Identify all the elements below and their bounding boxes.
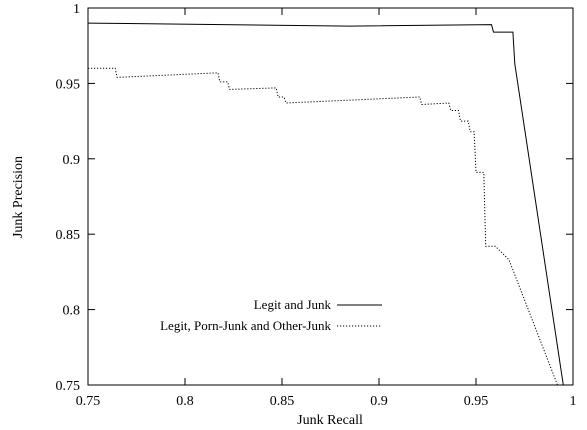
legend: Legit and Junk Legit, Porn-Junk and Othe… (160, 297, 382, 333)
y-tick-label: 0.85 (56, 228, 81, 243)
y-tick-label: 0.95 (56, 77, 81, 92)
x-tick-label: 1 (570, 394, 577, 409)
tick-labels: 0.75 0.8 0.85 0.9 0.95 1 0.75 0.8 0.85 0.9 0.95 1 (56, 2, 577, 409)
axis-ticks (87, 7, 574, 386)
series-line-2 (88, 67, 558, 386)
x-tick-label: 0.9 (370, 394, 388, 409)
y-tick-label: 0.8 (63, 304, 81, 319)
y-tick-label: 0.75 (56, 379, 81, 394)
data-series (87, 22, 564, 386)
y-tick-label: 0.9 (63, 153, 81, 168)
y-tick-label: 1 (73, 2, 80, 17)
legend-label-2: Legit, Porn-Junk and Other-Junk (160, 318, 331, 333)
legend-label-1: Legit and Junk (254, 297, 332, 312)
y-axis-title: Junk Precision (11, 156, 26, 238)
plot-frame (87, 7, 574, 386)
x-tick-label: 0.75 (76, 394, 101, 409)
x-tick-label: 0.95 (464, 394, 489, 409)
series-line-1 (87, 22, 564, 386)
x-tick-label: 0.8 (176, 394, 194, 409)
x-axis-title: Junk Recall (297, 413, 363, 428)
x-tick-label: 0.85 (270, 394, 295, 409)
